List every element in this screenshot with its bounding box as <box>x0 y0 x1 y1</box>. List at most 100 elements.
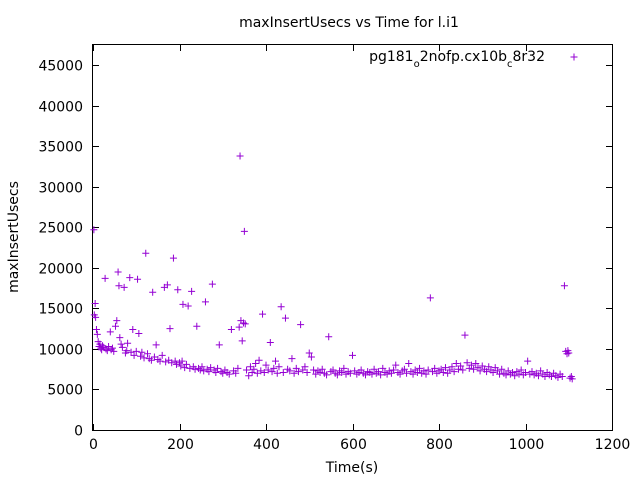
data-point <box>390 366 398 374</box>
data-point <box>92 313 100 321</box>
data-point <box>113 317 121 325</box>
data-point <box>275 363 283 371</box>
data-point <box>368 370 376 378</box>
data-point <box>310 366 318 374</box>
data-point <box>99 342 107 350</box>
x-tick-label: 1000 <box>509 437 545 453</box>
data-point <box>232 369 240 377</box>
data-point <box>188 287 196 295</box>
data-point <box>560 282 568 290</box>
data-point <box>379 364 387 372</box>
data-point <box>120 283 128 291</box>
data-point <box>325 333 333 341</box>
data-point <box>264 366 272 374</box>
data-point <box>290 369 298 377</box>
data-point <box>156 357 164 365</box>
y-tick-label: 25000 <box>38 221 83 237</box>
data-point <box>286 367 294 375</box>
data-point <box>240 227 248 235</box>
data-point <box>90 226 98 234</box>
data-point <box>400 365 408 373</box>
data-point <box>323 371 331 379</box>
data-point <box>403 369 411 377</box>
data-point <box>270 364 278 372</box>
data-point <box>171 357 179 365</box>
data-point <box>108 344 116 352</box>
data-point <box>266 338 274 346</box>
data-point <box>288 355 296 363</box>
data-point <box>118 343 126 351</box>
data-point <box>217 368 225 376</box>
x-tick-label: 600 <box>340 437 367 453</box>
data-point <box>162 358 170 366</box>
data-point <box>450 368 458 376</box>
data-point <box>307 353 315 361</box>
data-point <box>340 364 348 372</box>
data-point <box>116 334 124 342</box>
data-point <box>558 373 566 381</box>
data-point <box>101 274 109 282</box>
y-tick-label: 35000 <box>38 140 83 156</box>
data-point <box>568 375 576 383</box>
data-point <box>172 360 180 368</box>
data-point <box>184 302 192 310</box>
data-point <box>241 320 249 328</box>
data-point <box>250 365 258 373</box>
data-point <box>457 362 465 370</box>
data-point <box>196 366 204 374</box>
y-tick-label: 15000 <box>38 302 83 318</box>
data-point <box>346 369 354 377</box>
x-axis-label: Time(s) <box>325 460 378 476</box>
data-point <box>186 364 194 372</box>
data-point <box>439 368 447 376</box>
data-point <box>413 368 421 376</box>
data-point <box>303 368 311 376</box>
chart-title: maxInsertUsecs vs Time for l.i1 <box>239 15 459 31</box>
data-point <box>181 364 189 372</box>
data-point <box>127 348 135 356</box>
data-point <box>511 372 519 380</box>
data-point <box>174 286 182 294</box>
data-point <box>142 249 150 257</box>
data-point <box>193 322 201 330</box>
y-tick-label: 20000 <box>38 262 83 278</box>
y-tick-label: 45000 <box>38 59 83 75</box>
data-point <box>502 371 510 379</box>
data-point <box>517 366 525 374</box>
data-point <box>115 282 123 290</box>
data-point <box>234 364 242 372</box>
data-point <box>130 351 138 359</box>
data-point <box>272 357 280 365</box>
legend-marker <box>570 53 578 61</box>
data-point <box>279 368 287 376</box>
data-point <box>476 367 484 375</box>
data-point <box>297 321 305 329</box>
x-tick-label: 800 <box>426 437 453 453</box>
data-point <box>137 352 145 360</box>
data-point <box>377 371 385 379</box>
data-point <box>565 349 573 357</box>
data-point <box>149 288 157 296</box>
data-point <box>416 364 424 372</box>
data-point <box>534 372 542 380</box>
data-point <box>301 363 309 371</box>
data-point <box>208 280 216 288</box>
data-point <box>489 368 497 376</box>
data-point <box>259 310 267 318</box>
data-point <box>134 275 142 283</box>
data-point <box>123 347 131 355</box>
data-point <box>255 356 263 364</box>
data-point <box>132 347 140 355</box>
data-point <box>106 328 114 336</box>
data-point <box>262 361 270 369</box>
data-point <box>424 366 432 374</box>
data-point <box>110 347 118 355</box>
data-point <box>111 322 119 330</box>
y-tick-label: 10000 <box>38 343 83 359</box>
data-point <box>463 359 471 367</box>
data-point <box>452 360 460 368</box>
data-point <box>158 351 166 359</box>
data-point <box>182 360 190 368</box>
data-point <box>541 373 549 381</box>
data-point <box>152 341 160 349</box>
